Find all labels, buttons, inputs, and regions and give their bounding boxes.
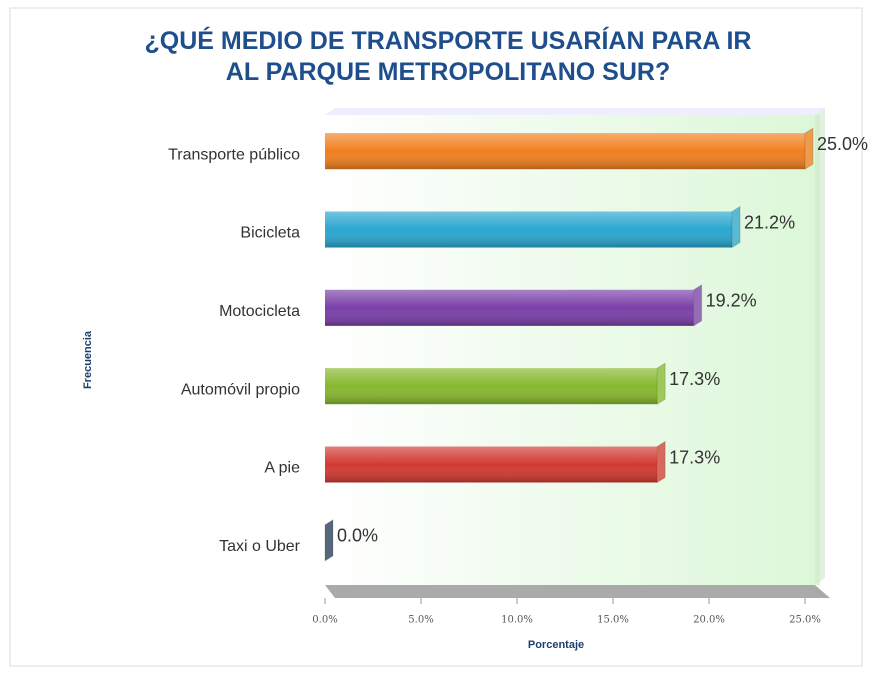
bar-shade [325, 211, 733, 248]
x-tick-label: 0.0% [312, 615, 337, 626]
bar-end [656, 440, 666, 484]
x-tick-label: 25.0% [789, 615, 821, 626]
bar-shade [325, 446, 658, 483]
data-label: 21.2% [744, 212, 795, 232]
x-axis-label: Porcentaje [528, 639, 584, 651]
x-tick-label: 20.0% [693, 615, 725, 626]
data-label: 25.0% [817, 134, 868, 154]
bar-shade [325, 289, 694, 326]
frame [9, 7, 863, 667]
data-label: 17.3% [669, 369, 720, 389]
bar-shade [325, 133, 805, 170]
x-tick-label: 10.0% [501, 615, 533, 626]
data-label: 0.0% [337, 526, 378, 546]
bar-end [804, 127, 814, 171]
plot-top [325, 108, 825, 115]
x-tick-label: 5.0% [408, 615, 433, 626]
y-tick-label: Motocicleta [219, 303, 300, 320]
bar-end [324, 518, 334, 562]
y-tick-label: Automóvil propio [181, 381, 300, 398]
bar-shade [325, 368, 658, 405]
y-tick-label: A pie [264, 460, 300, 477]
bar-end [656, 362, 666, 406]
floor [325, 585, 830, 598]
data-label: 19.2% [706, 291, 757, 311]
bar-end [731, 205, 741, 249]
chart-title: ¿QUÉ MEDIO DE TRANSPORTE USARÍAN PARA IR… [145, 26, 752, 86]
y-tick-label: Bicicleta [240, 225, 300, 242]
y-tick-label: Transporte público [168, 146, 300, 163]
y-axis-label: Frecuencia [82, 330, 94, 389]
data-label: 17.3% [669, 447, 720, 467]
y-tick-label: Taxi o Uber [219, 538, 301, 555]
x-tick-label: 15.0% [597, 615, 629, 626]
plot-area [325, 115, 820, 585]
bar-end [693, 283, 703, 327]
